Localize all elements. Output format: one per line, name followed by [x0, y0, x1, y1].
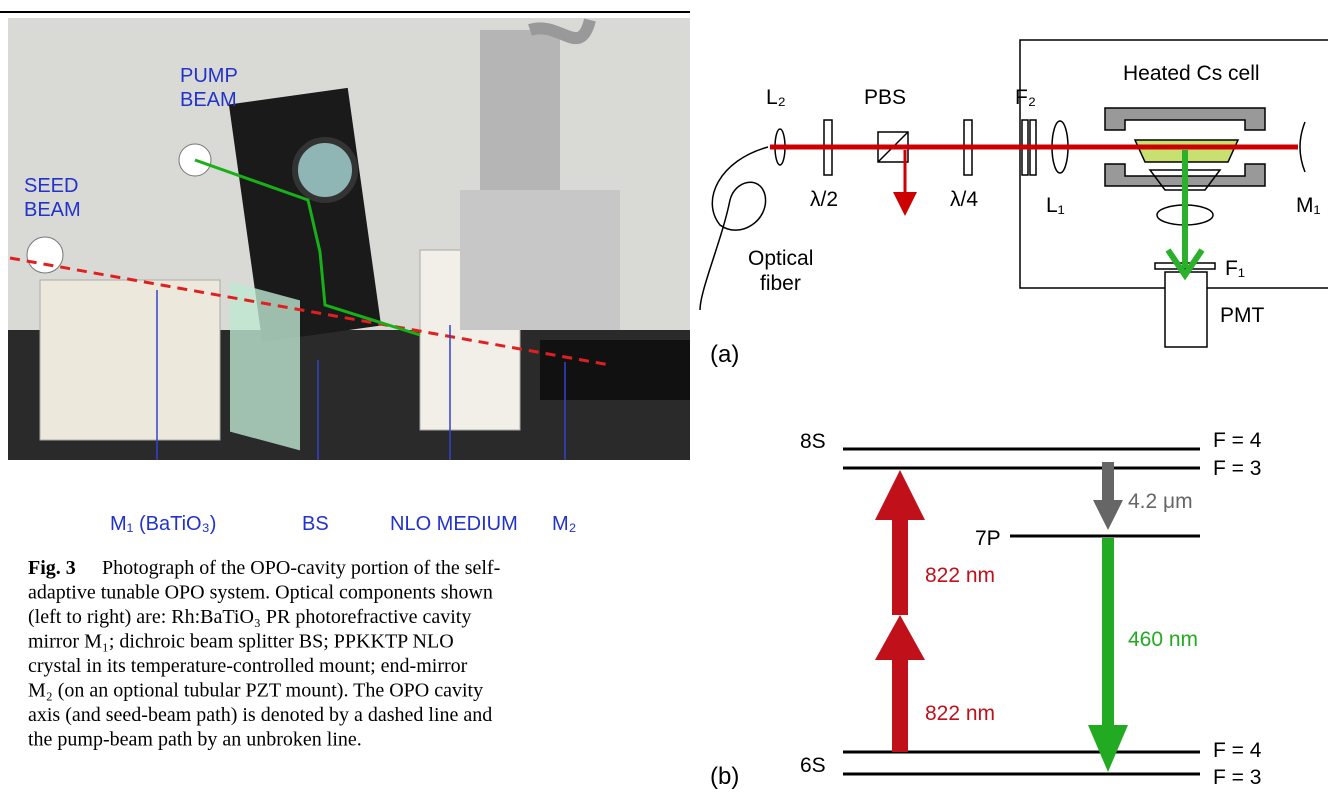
setup-diagram — [700, 40, 1328, 347]
caption-line: M₂ (on an optional tubular PZT mount). T… — [28, 680, 483, 702]
caption-line: axis (and seed-beam path) is denoted by … — [28, 704, 492, 726]
transition-label: 4.2 μm — [1128, 490, 1193, 513]
f-label: F = 4 — [1213, 739, 1262, 762]
f-label: F = 3 — [1213, 766, 1261, 789]
setup-label: F₂ — [1015, 86, 1036, 109]
level-label: 8S — [800, 430, 826, 453]
caption-line: (left to right) are: Rh:BaTiO₃ PR photor… — [28, 606, 471, 628]
excitation-arrow — [875, 470, 925, 752]
photo-label: BEAM — [24, 199, 81, 221]
caption-label: Fig. 3 — [28, 557, 76, 579]
caption-line: Photograph of the OPO-cavity portion of … — [102, 557, 500, 579]
f-label: F = 3 — [1213, 457, 1261, 480]
photo-label: M₁ (BaTiO₃) — [110, 513, 216, 535]
fluorescence-arrow — [1168, 150, 1202, 275]
setup-label: PMT — [1220, 304, 1265, 327]
transition-label: 460 nm — [1128, 628, 1198, 651]
photo-label: SEED — [24, 175, 78, 197]
setup-label: M₁ — [1296, 194, 1321, 217]
setup-label: L₂ — [766, 86, 786, 109]
f-label: F = 4 — [1213, 429, 1262, 452]
setup-label: λ/2 — [810, 188, 838, 211]
page: PUMP BEAM SEED BEAM M₁ (BaTiO₃) BS NLO M… — [0, 0, 1328, 796]
blue-arrow — [1088, 538, 1128, 772]
caption-line: crystal in its temperature-controlled mo… — [28, 655, 468, 677]
transition-label: 822 nm — [925, 564, 995, 587]
photo-label: NLO MEDIUM — [390, 513, 518, 535]
setup-label: Optical — [748, 247, 813, 270]
setup-label: PBS — [864, 86, 906, 109]
caption-line: the pump-beam path by an unbroken line. — [28, 729, 362, 751]
photo-label: BEAM — [180, 89, 237, 111]
panel-label: (a) — [710, 341, 739, 368]
photo-label: BS — [302, 513, 329, 535]
setup-label: fiber — [760, 272, 801, 295]
transition-label: 822 nm — [925, 702, 995, 725]
figure: PUMP BEAM SEED BEAM M₁ (BaTiO₃) BS NLO M… — [0, 0, 1328, 796]
photo — [8, 18, 690, 460]
caption-line: mirror M₁; dichroic beam splitter BS; PP… — [28, 631, 454, 653]
caption-line: adaptive tunable OPO system. Optical com… — [28, 582, 493, 604]
setup-label: L₁ — [1046, 194, 1065, 217]
level-label: 7P — [975, 527, 1001, 550]
panel-label: (b) — [710, 763, 739, 790]
setup-label: λ/4 — [950, 188, 978, 211]
setup-label: Heated Cs cell — [1123, 62, 1260, 85]
photo-label: M₂ — [552, 513, 576, 535]
ir-arrow — [1093, 462, 1123, 530]
photo-label: PUMP — [180, 65, 238, 87]
level-label: 6S — [800, 754, 826, 777]
setup-label: F₁ — [1225, 257, 1245, 280]
